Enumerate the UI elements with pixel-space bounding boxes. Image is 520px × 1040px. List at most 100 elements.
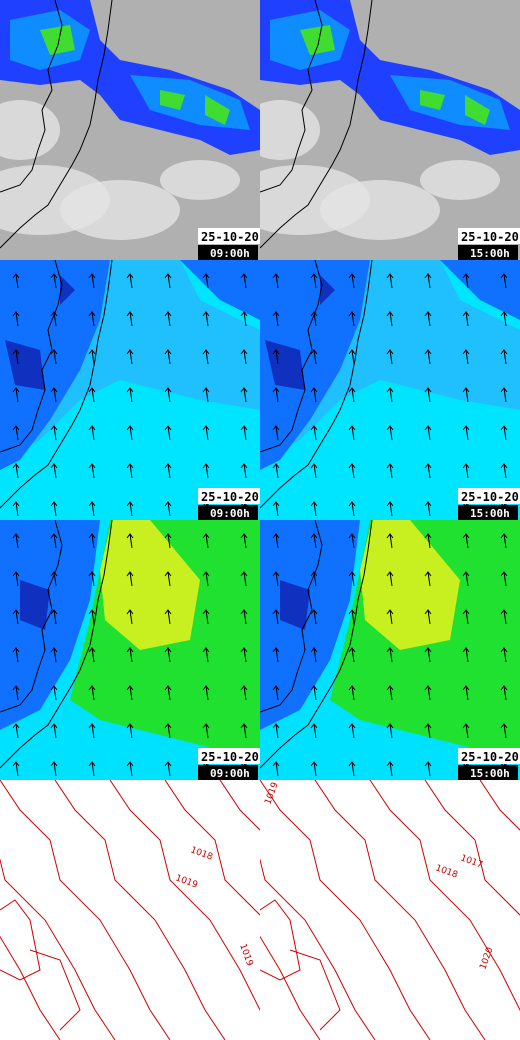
wind-arrow bbox=[462, 571, 470, 587]
coastline bbox=[0, 0, 113, 249]
cloud bbox=[60, 180, 180, 240]
wind-arrow bbox=[50, 387, 58, 403]
isobar bbox=[260, 899, 341, 1031]
wind-arrow bbox=[386, 685, 394, 701]
wind-arrow bbox=[386, 723, 394, 739]
map-panel: 25-10-20 09:00h bbox=[0, 0, 260, 260]
coastline bbox=[0, 520, 113, 769]
wind-arrow bbox=[126, 463, 134, 479]
wind-arrow bbox=[164, 463, 172, 479]
wind-arrow bbox=[164, 571, 172, 587]
time-stamp: 15:00h bbox=[470, 247, 510, 260]
wind-arrow bbox=[386, 349, 394, 365]
date-box bbox=[458, 748, 520, 764]
border bbox=[260, 520, 323, 713]
time-stamp: 09:00h bbox=[210, 247, 250, 260]
wind-arrow bbox=[310, 647, 318, 663]
wind-arrow bbox=[164, 501, 172, 517]
date-stamp: 25-10-20 bbox=[461, 490, 519, 504]
wind-arrow bbox=[88, 311, 96, 327]
wind-arrow bbox=[272, 387, 280, 403]
wind-arrow bbox=[272, 571, 280, 587]
wind-arrow bbox=[462, 349, 470, 365]
wind-arrow bbox=[272, 349, 280, 365]
wind-arrow bbox=[386, 463, 394, 479]
wind-arrow bbox=[88, 349, 96, 365]
date-box bbox=[198, 748, 260, 764]
precip-green bbox=[300, 25, 490, 125]
isobar bbox=[0, 899, 81, 1031]
wind-arrow bbox=[500, 463, 508, 479]
wind-arrow bbox=[348, 311, 356, 327]
wind-arrow bbox=[386, 571, 394, 587]
wind-arrow bbox=[202, 425, 210, 441]
wind-arrow bbox=[88, 425, 96, 441]
wind-arrow bbox=[12, 425, 20, 441]
wind-arrow bbox=[310, 425, 318, 441]
border bbox=[0, 520, 63, 713]
isobar bbox=[54, 780, 226, 1040]
coastline bbox=[260, 520, 373, 769]
wind-arrow bbox=[126, 761, 134, 777]
wind-dark bbox=[280, 580, 310, 630]
coastline bbox=[260, 0, 373, 249]
wind-arrow bbox=[348, 463, 356, 479]
wind-arrow bbox=[462, 425, 470, 441]
wind-arrow bbox=[50, 647, 58, 663]
wind-arrow bbox=[386, 647, 394, 663]
wind-arrow bbox=[424, 501, 432, 517]
wind-arrow bbox=[424, 387, 432, 403]
time-stamp: 09:00h bbox=[210, 507, 250, 520]
cloud bbox=[320, 180, 440, 240]
wind-arrow bbox=[240, 463, 248, 479]
wind-arrow bbox=[310, 349, 318, 365]
border bbox=[0, 0, 63, 193]
wind-arrow bbox=[126, 533, 134, 549]
wind-arrow bbox=[500, 311, 508, 327]
wind-arrow bbox=[164, 761, 172, 777]
wind-arrow bbox=[240, 273, 248, 289]
wind-arrow bbox=[348, 609, 356, 625]
wind-arrow bbox=[126, 425, 134, 441]
wind-blue bbox=[260, 260, 520, 470]
isobar bbox=[219, 780, 260, 831]
wind-arrow bbox=[500, 685, 508, 701]
wind-arrow bbox=[88, 685, 96, 701]
wind-arrow bbox=[12, 571, 20, 587]
border bbox=[260, 0, 323, 193]
time-box bbox=[198, 505, 258, 520]
wind-arrow bbox=[126, 349, 134, 365]
isobar bbox=[314, 780, 486, 1040]
border bbox=[260, 260, 323, 453]
wind-arrow bbox=[272, 533, 280, 549]
date-stamp: 25-10-20 bbox=[201, 490, 259, 504]
wind-arrow bbox=[50, 571, 58, 587]
wind-arrow bbox=[12, 533, 20, 549]
wind-arrow bbox=[310, 571, 318, 587]
date-box bbox=[198, 228, 260, 244]
wind-arrow bbox=[88, 609, 96, 625]
wind-arrow bbox=[240, 533, 248, 549]
wind-arrow bbox=[310, 311, 318, 327]
isobar bbox=[369, 780, 520, 1011]
wind-arrow bbox=[310, 761, 318, 777]
wind-arrow bbox=[164, 685, 172, 701]
wind-arrow bbox=[164, 723, 172, 739]
wind-arrow bbox=[88, 571, 96, 587]
wind-arrow bbox=[126, 273, 134, 289]
wind-arrow bbox=[272, 463, 280, 479]
wind-arrow bbox=[126, 571, 134, 587]
wind-arrow bbox=[348, 501, 356, 517]
wind-arrow bbox=[164, 273, 172, 289]
wind-arrow bbox=[88, 463, 96, 479]
wind-arrow bbox=[424, 723, 432, 739]
map-panel: 25-10-20 15:00h bbox=[260, 0, 520, 260]
isobar bbox=[109, 780, 260, 1011]
time-box bbox=[458, 765, 518, 780]
wind-arrow bbox=[50, 311, 58, 327]
cloud bbox=[420, 160, 500, 200]
isobar bbox=[260, 935, 321, 1040]
date-stamp: 25-10-20 bbox=[201, 750, 259, 764]
wind-arrow bbox=[500, 533, 508, 549]
